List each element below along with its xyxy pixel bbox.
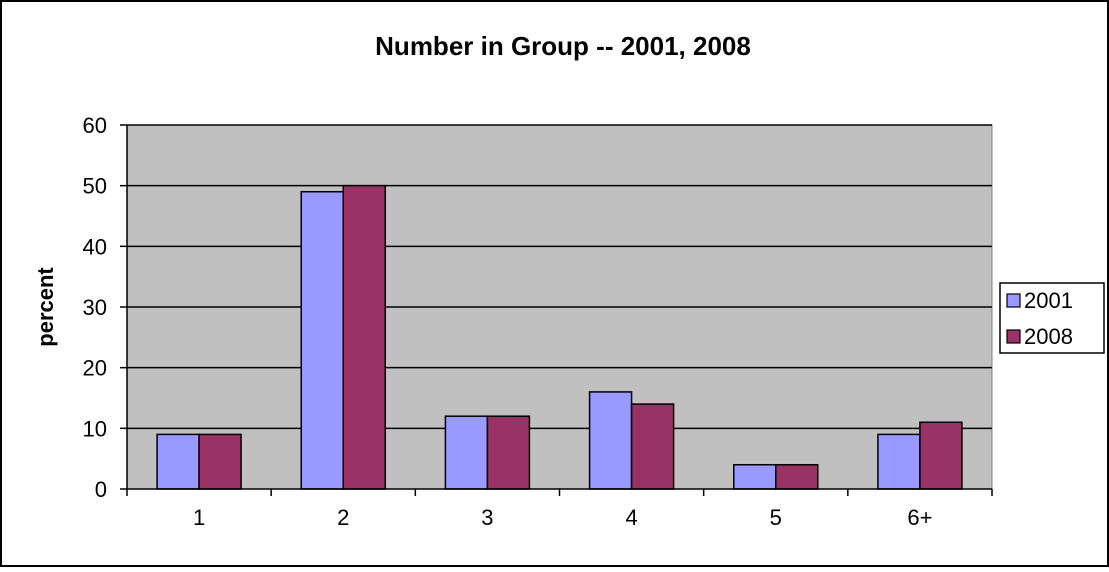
- y-tick-label: 60: [83, 113, 107, 138]
- axes: [120, 124, 993, 496]
- legend-swatch-2001: [1006, 293, 1021, 308]
- y-axis-label: percent: [33, 267, 58, 347]
- x-tick-label: 6+: [907, 505, 932, 530]
- x-tick-labels: 1 2 3 4 5 6+: [193, 505, 933, 530]
- x-tick-label: 4: [625, 505, 637, 530]
- bars: [156, 184, 963, 490]
- bar-2008-3: [486, 415, 531, 490]
- bar-2001-6+: [877, 433, 921, 490]
- bar-2008-2: [342, 184, 386, 490]
- y-tick-label: 10: [83, 416, 107, 441]
- legend-swatch-2008: [1006, 329, 1021, 344]
- x-tick-label: 3: [481, 505, 493, 530]
- legend-label-2008: 2008: [1024, 324, 1073, 349]
- bar-2001-1: [156, 433, 200, 490]
- y-tick-label: 0: [95, 477, 107, 502]
- bar-2008-5: [775, 463, 819, 490]
- x-tick-label: 2: [337, 505, 349, 530]
- y-tick-label: 40: [83, 234, 107, 259]
- chart-title: Number in Group -- 2001, 2008: [375, 31, 751, 61]
- y-tick-label: 20: [83, 356, 107, 381]
- bar-2008-6+: [919, 421, 963, 490]
- y-tick-label: 30: [83, 295, 107, 320]
- legend: 2001 2008: [999, 282, 1105, 354]
- gridlines: [127, 124, 992, 430]
- y-tick-label: 50: [83, 174, 107, 199]
- bar-2001-4: [588, 391, 633, 490]
- bar-2008-1: [198, 433, 242, 490]
- bar-2001-5: [733, 463, 777, 490]
- y-tick-labels: 0 10 20 30 40 50 60: [83, 113, 107, 502]
- legend-label-2001: 2001: [1024, 288, 1073, 313]
- x-tick-label: 5: [770, 505, 782, 530]
- bar-2008-4: [630, 403, 675, 490]
- bar-2001-3: [444, 415, 489, 490]
- bar-2001-2: [300, 190, 344, 490]
- x-tick-label: 1: [193, 505, 205, 530]
